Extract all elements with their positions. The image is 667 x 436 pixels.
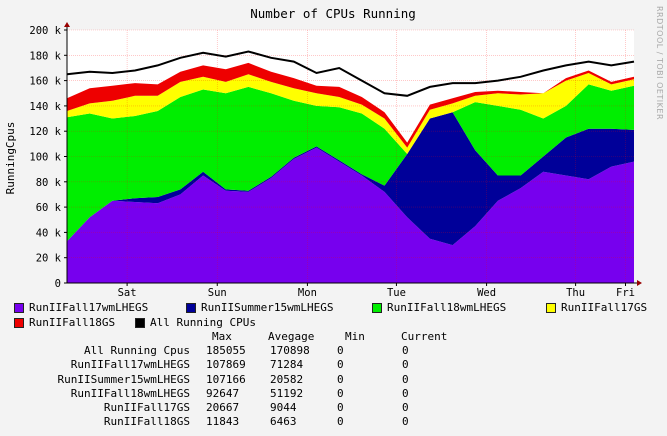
legend-label: RunIIFall17GS bbox=[561, 301, 648, 314]
stats-max: 107869 bbox=[206, 358, 246, 372]
y-axis-arrow bbox=[64, 22, 70, 27]
y-tick-label-7: 140 k bbox=[29, 101, 61, 113]
stats-max: 20667 bbox=[206, 401, 240, 414]
stats-row-label: All Running Cpus bbox=[84, 344, 190, 358]
y-tick-label-4: 80 k bbox=[36, 177, 62, 189]
chart-title: Number of CPUs Running bbox=[250, 6, 416, 21]
legend-item: All Running CPUs bbox=[135, 316, 256, 329]
stats-min: 0 bbox=[337, 386, 344, 400]
x-tick-label-6: Fri bbox=[616, 287, 635, 299]
legend-swatch bbox=[14, 317, 24, 328]
stats-avg: 6463 bbox=[270, 415, 297, 429]
x-axis-arrow bbox=[637, 280, 642, 286]
stats-avg: 170898 bbox=[270, 344, 310, 358]
stats-min: 0 bbox=[337, 401, 344, 414]
legend-label: RunIISummer15wmLHEGS bbox=[201, 301, 334, 314]
y-tick-label-8: 160 k bbox=[29, 76, 61, 88]
stats-row-label: RunIIFall18wmLHEGS bbox=[70, 386, 190, 400]
legend-label: RunIIFall18wmLHEGS bbox=[387, 301, 507, 314]
x-tick-label-2: Mon bbox=[298, 287, 317, 299]
legend-item: RunIIFall17wmLHEGS bbox=[14, 301, 148, 314]
y-tick-label-0: 0 bbox=[55, 278, 61, 290]
legend-swatch bbox=[186, 302, 196, 313]
stats-current: 0 bbox=[402, 415, 409, 429]
x-tick-label-0: Sat bbox=[118, 287, 137, 299]
legend-swatch bbox=[14, 302, 24, 313]
stats-min: 0 bbox=[337, 344, 344, 358]
x-tick-label-5: Thu bbox=[566, 287, 585, 299]
y-tick-label-5: 100 k bbox=[29, 152, 61, 164]
legend-label: All Running CPUs bbox=[150, 316, 256, 329]
x-tick-label-1: Sun bbox=[208, 287, 227, 299]
stats-row-label: RunIIFall18GS bbox=[103, 415, 190, 429]
stats-min: 0 bbox=[337, 358, 344, 372]
legend-label: RunIIFall18GS bbox=[29, 316, 116, 329]
y-tick-label-6: 120 k bbox=[29, 126, 61, 138]
stats-max: 185055 bbox=[206, 344, 246, 358]
legend-swatch bbox=[372, 302, 382, 313]
stats-row-label: RunIISummer15wmLHEGS bbox=[57, 372, 190, 386]
stats-row-label: RunIIFall17wmLHEGS bbox=[70, 358, 190, 372]
y-tick-label-3: 60 k bbox=[36, 202, 62, 214]
stats-avg: 51192 bbox=[270, 386, 304, 400]
legend-swatch bbox=[135, 317, 145, 328]
legend-item: RunIISummer15wmLHEGS bbox=[186, 301, 333, 314]
stats-avg: 20582 bbox=[270, 372, 304, 386]
area-series-3 bbox=[67, 73, 634, 154]
stats-header: Current bbox=[401, 330, 448, 343]
legend-swatch bbox=[546, 302, 556, 313]
legend-item: RunIIFall17GS bbox=[546, 301, 647, 314]
y-tick-label-2: 40 k bbox=[36, 227, 62, 239]
x-tick-label-3: Tue bbox=[387, 287, 406, 299]
stats-max: 107166 bbox=[206, 372, 246, 386]
watermark: RRDTOOL / TOBI OETIKER bbox=[655, 6, 664, 120]
legend-item: RunIIFall18GS bbox=[14, 316, 115, 329]
stats-min: 0 bbox=[337, 372, 344, 386]
area-series-2 bbox=[67, 84, 634, 242]
stats-header: Max bbox=[212, 330, 232, 343]
stats-max: 92647 bbox=[206, 386, 240, 400]
stats-header: Avegage bbox=[268, 330, 315, 343]
stats-min: 0 bbox=[337, 415, 344, 429]
legend-label: RunIIFall17wmLHEGS bbox=[29, 301, 149, 314]
stats-row-label: RunIIFall17GS bbox=[103, 401, 190, 414]
stats-current: 0 bbox=[402, 358, 409, 372]
y-tick-label-9: 180 k bbox=[29, 50, 61, 62]
stats-avg: 71284 bbox=[270, 358, 304, 372]
y-tick-label-10: 200 k bbox=[29, 25, 61, 37]
area-series-0 bbox=[67, 147, 634, 283]
stats-current: 0 bbox=[402, 401, 409, 414]
plot-area: 0 20 k 40 k 60 k 80 k 100 k 120 k 140 k 160 k 180… bbox=[29, 22, 642, 299]
line-all-running-cpus bbox=[66, 50, 635, 97]
x-tick-label-4: Wed bbox=[477, 287, 496, 299]
stats-current: 0 bbox=[402, 344, 409, 358]
stats-current: 0 bbox=[402, 372, 409, 386]
legend-item: RunIIFall18wmLHEGS bbox=[372, 301, 506, 314]
stats-current: 0 bbox=[402, 386, 409, 400]
area-series-1 bbox=[67, 112, 634, 246]
y-tick-label-1: 20 k bbox=[36, 253, 62, 265]
y-axis-label: RunningCpus bbox=[4, 122, 17, 195]
stats-max: 11843 bbox=[206, 415, 240, 429]
stats-header: Min bbox=[345, 330, 365, 343]
stats-avg: 9044 bbox=[270, 401, 297, 414]
